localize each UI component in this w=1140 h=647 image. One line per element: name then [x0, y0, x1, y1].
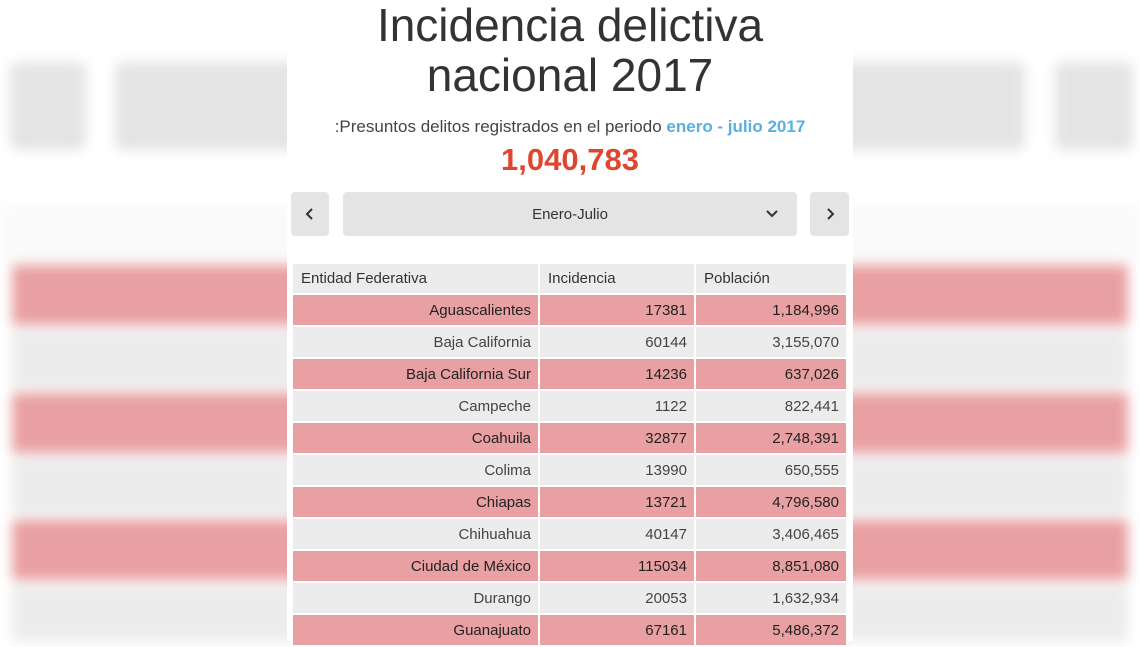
table-row: Durango 20053 1,632,934 — [291, 581, 848, 615]
title-line-2: nacional 2017 — [426, 49, 714, 101]
cell-entidad: Aguascalientes — [291, 293, 540, 327]
next-period-button[interactable] — [810, 192, 849, 236]
cell-entidad: Colima — [291, 453, 540, 487]
table-row: Campeche 1122 822,441 — [291, 389, 848, 423]
cell-incidencia: 32877 — [538, 421, 696, 455]
prev-period-button[interactable] — [291, 192, 329, 236]
cell-entidad: Durango — [291, 581, 540, 615]
main-panel: Incidencia delictiva nacional 2017 :Presu… — [287, 0, 853, 647]
cell-incidencia: 14236 — [538, 357, 696, 391]
cell-entidad: Guanajuato — [291, 613, 540, 647]
table-row: Chiapas 13721 4,796,580 — [291, 485, 848, 519]
cell-entidad: Baja California — [291, 325, 540, 359]
cell-incidencia: 1122 — [538, 389, 696, 423]
cell-incidencia: 13990 — [538, 453, 696, 487]
page-title: Incidencia delictiva nacional 2017 — [287, 0, 853, 100]
column-header-incidencia[interactable]: Incidencia — [538, 262, 696, 295]
cell-poblacion: 3,155,070 — [694, 325, 848, 359]
subtitle: :Presuntos delitos registrados en el per… — [287, 117, 853, 137]
cell-incidencia: 13721 — [538, 485, 696, 519]
cell-incidencia: 17381 — [538, 293, 696, 327]
table-row: Baja California Sur 14236 637,026 — [291, 357, 848, 391]
cell-poblacion: 3,406,465 — [694, 517, 848, 551]
cell-entidad: Coahuila — [291, 421, 540, 455]
table-row: Colima 13990 650,555 — [291, 453, 848, 487]
column-header-entidad[interactable]: Entidad Federativa — [291, 262, 540, 295]
cell-poblacion: 2,748,391 — [694, 421, 848, 455]
cell-poblacion: 637,026 — [694, 357, 848, 391]
chevron-left-icon — [305, 208, 313, 220]
cell-poblacion: 1,184,996 — [694, 293, 848, 327]
cell-entidad: Ciudad de México — [291, 549, 540, 583]
table-row: Guanajuato 67161 5,486,372 — [291, 613, 848, 647]
cell-poblacion: 8,851,080 — [694, 549, 848, 583]
cell-entidad: Chiapas — [291, 485, 540, 519]
table-row: Ciudad de México 115034 8,851,080 — [291, 549, 848, 583]
cell-entidad: Campeche — [291, 389, 540, 423]
subtitle-text: :Presuntos delitos registrados en el per… — [334, 117, 667, 136]
cell-poblacion: 5,486,372 — [694, 613, 848, 647]
cell-incidencia: 40147 — [538, 517, 696, 551]
period-select-value: Enero-Julio — [532, 205, 608, 223]
chevron-right-icon — [826, 208, 834, 220]
cell-poblacion: 822,441 — [694, 389, 848, 423]
cell-poblacion: 1,632,934 — [694, 581, 848, 615]
table-row: Aguascalientes 17381 1,184,996 — [291, 293, 848, 327]
cell-incidencia: 60144 — [538, 325, 696, 359]
cell-poblacion: 4,796,580 — [694, 485, 848, 519]
incidence-table: Entidad Federativa Incidencia Población … — [291, 262, 848, 647]
period-select[interactable]: Enero-Julio — [343, 192, 797, 236]
title-line-1: Incidencia delictiva — [376, 0, 764, 51]
cell-incidencia: 20053 — [538, 581, 696, 615]
total-count: 1,040,783 — [501, 142, 639, 177]
cell-entidad: Chihuahua — [291, 517, 540, 551]
chevron-down-icon — [766, 210, 778, 218]
table-row: Coahuila 32877 2,748,391 — [291, 421, 848, 455]
cell-poblacion: 650,555 — [694, 453, 848, 487]
table-row: Chihuahua 40147 3,406,465 — [291, 517, 848, 551]
table-row: Baja California 60144 3,155,070 — [291, 325, 848, 359]
cell-incidencia: 67161 — [538, 613, 696, 647]
column-header-poblacion[interactable]: Población — [694, 262, 848, 295]
cell-incidencia: 115034 — [538, 549, 696, 583]
cell-entidad: Baja California Sur — [291, 357, 540, 391]
period-label: enero - julio 2017 — [666, 117, 806, 136]
